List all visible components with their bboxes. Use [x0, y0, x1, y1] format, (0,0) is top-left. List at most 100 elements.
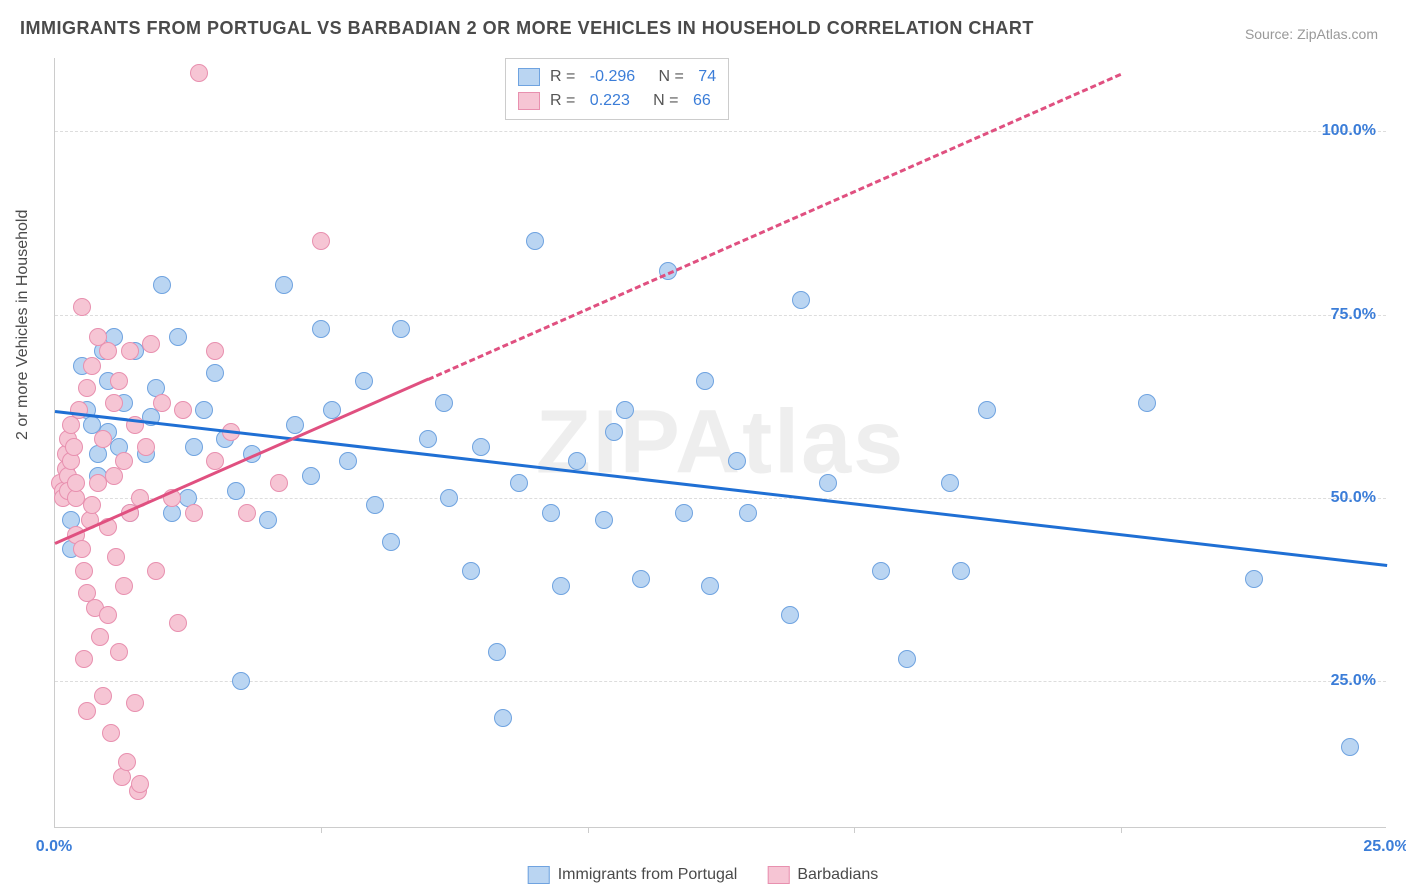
gridline	[55, 498, 1386, 499]
scatter-point-barbadians	[126, 694, 144, 712]
x-tick	[588, 827, 589, 833]
scatter-point-barbadians	[110, 372, 128, 390]
gridline	[55, 131, 1386, 132]
scatter-point-portugal	[153, 276, 171, 294]
legend-n-label: N =	[640, 89, 683, 113]
scatter-point-barbadians	[105, 394, 123, 412]
scatter-point-portugal	[898, 650, 916, 668]
scatter-point-portugal	[952, 562, 970, 580]
y-axis-label: 2 or more Vehicles in Household	[14, 210, 32, 440]
scatter-point-barbadians	[110, 643, 128, 661]
scatter-point-barbadians	[73, 298, 91, 316]
scatter-point-portugal	[488, 643, 506, 661]
scatter-point-barbadians	[142, 335, 160, 353]
scatter-point-barbadians	[91, 628, 109, 646]
scatter-point-portugal	[169, 328, 187, 346]
scatter-point-portugal	[1245, 570, 1263, 588]
scatter-point-portugal	[419, 430, 437, 448]
scatter-point-portugal	[632, 570, 650, 588]
scatter-point-portugal	[941, 474, 959, 492]
legend-n-value: 74	[698, 65, 716, 89]
gridline	[55, 315, 1386, 316]
scatter-point-barbadians	[312, 232, 330, 250]
scatter-point-portugal	[259, 511, 277, 529]
chart-title: IMMIGRANTS FROM PORTUGAL VS BARBADIAN 2 …	[20, 18, 1034, 39]
legend-swatch	[518, 68, 540, 86]
scatter-point-barbadians	[105, 467, 123, 485]
scatter-point-barbadians	[270, 474, 288, 492]
legend-label: Immigrants from Portugal	[558, 866, 738, 884]
scatter-point-portugal	[440, 489, 458, 507]
x-tick-label: 0.0%	[36, 838, 72, 856]
scatter-point-portugal	[872, 562, 890, 580]
scatter-point-portugal	[526, 232, 544, 250]
scatter-point-portugal	[366, 496, 384, 514]
scatter-point-portugal	[781, 606, 799, 624]
scatter-point-barbadians	[107, 548, 125, 566]
scatter-point-portugal	[435, 394, 453, 412]
x-tick	[1121, 827, 1122, 833]
scatter-point-barbadians	[115, 452, 133, 470]
legend-bottom: Immigrants from Portugal Barbadians	[528, 866, 879, 884]
scatter-point-portugal	[206, 364, 224, 382]
scatter-point-barbadians	[83, 496, 101, 514]
scatter-point-portugal	[312, 320, 330, 338]
scatter-point-barbadians	[238, 504, 256, 522]
scatter-point-barbadians	[67, 474, 85, 492]
scatter-point-portugal	[302, 467, 320, 485]
scatter-point-barbadians	[190, 64, 208, 82]
scatter-point-barbadians	[169, 614, 187, 632]
scatter-point-barbadians	[99, 342, 117, 360]
scatter-point-portugal	[728, 452, 746, 470]
legend-swatch	[518, 92, 540, 110]
scatter-point-barbadians	[65, 438, 83, 456]
scatter-point-barbadians	[118, 753, 136, 771]
scatter-point-portugal	[286, 416, 304, 434]
scatter-point-portugal	[392, 320, 410, 338]
scatter-point-portugal	[185, 438, 203, 456]
scatter-point-portugal	[1138, 394, 1156, 412]
source-label: Source: ZipAtlas.com	[1245, 26, 1378, 42]
scatter-point-portugal	[1341, 738, 1359, 756]
scatter-point-portugal	[494, 709, 512, 727]
legend-r-label: R =	[550, 65, 580, 89]
scatter-point-portugal	[462, 562, 480, 580]
scatter-point-barbadians	[78, 702, 96, 720]
y-tick-label: 100.0%	[1322, 122, 1376, 140]
scatter-point-portugal	[355, 372, 373, 390]
scatter-point-barbadians	[94, 687, 112, 705]
scatter-point-barbadians	[206, 342, 224, 360]
scatter-point-portugal	[227, 482, 245, 500]
x-tick	[321, 827, 322, 833]
scatter-point-barbadians	[99, 606, 117, 624]
x-tick	[854, 827, 855, 833]
gridline	[55, 681, 1386, 682]
scatter-point-barbadians	[121, 342, 139, 360]
trend-line	[55, 410, 1387, 567]
scatter-point-barbadians	[94, 430, 112, 448]
scatter-point-portugal	[739, 504, 757, 522]
scatter-point-portugal	[568, 452, 586, 470]
scatter-point-barbadians	[185, 504, 203, 522]
scatter-point-portugal	[701, 577, 719, 595]
scatter-point-portugal	[542, 504, 560, 522]
scatter-point-portugal	[552, 577, 570, 595]
scatter-plot-area: ZIPAtlas R = -0.296 N = 74R = 0.223 N = …	[54, 58, 1386, 828]
scatter-point-portugal	[232, 672, 250, 690]
y-tick-label: 75.0%	[1331, 306, 1376, 324]
scatter-point-barbadians	[75, 562, 93, 580]
scatter-point-portugal	[382, 533, 400, 551]
scatter-point-portugal	[510, 474, 528, 492]
x-tick-label: 25.0%	[1363, 838, 1406, 856]
legend-top-correlation: R = -0.296 N = 74R = 0.223 N = 66	[505, 58, 729, 120]
watermark-text: ZIPAtlas	[536, 391, 905, 494]
scatter-point-portugal	[978, 401, 996, 419]
legend-n-label: N =	[645, 65, 688, 89]
scatter-point-barbadians	[174, 401, 192, 419]
scatter-point-portugal	[595, 511, 613, 529]
scatter-point-barbadians	[102, 724, 120, 742]
legend-swatch	[767, 866, 789, 884]
legend-label: Barbadians	[797, 866, 878, 884]
scatter-point-portugal	[616, 401, 634, 419]
scatter-point-portugal	[675, 504, 693, 522]
